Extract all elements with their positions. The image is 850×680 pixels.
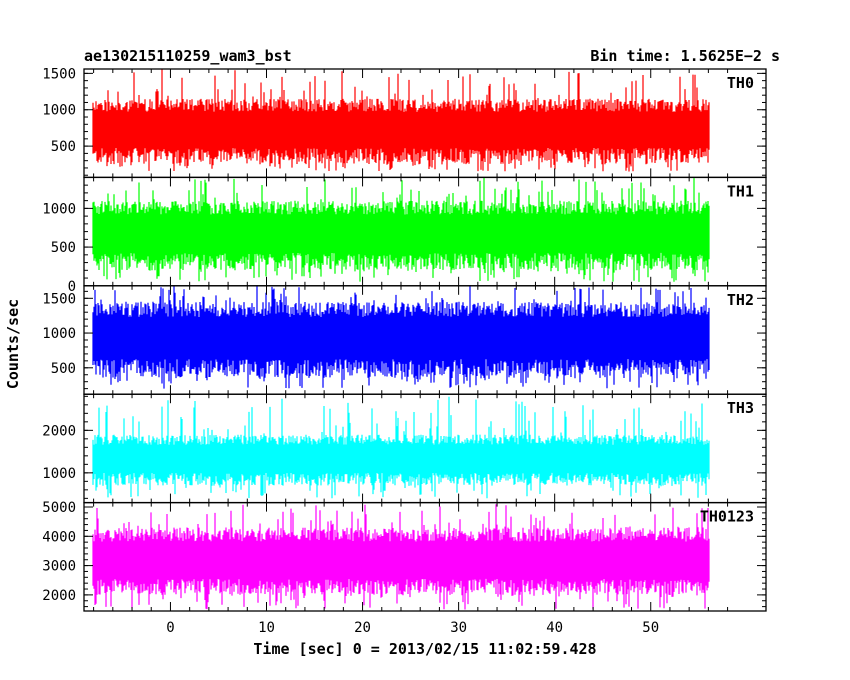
y-tick-label: 1500 xyxy=(42,291,76,307)
x-tick-label: 30 xyxy=(450,620,467,636)
series-th0123 xyxy=(93,504,709,609)
panels-group: 500 1000 1500 TH0 0 500 1000 TH1 500 1000 1500 TH2 1… xyxy=(42,66,766,636)
y-tick-label: 2000 xyxy=(42,588,76,604)
panel-name-label: TH0123 xyxy=(700,508,754,526)
y-tick-label: 1000 xyxy=(42,201,76,217)
series-th0 xyxy=(93,69,709,171)
panel-name-label: TH3 xyxy=(727,399,754,417)
panel-th0123: 2000 3000 4000 5000 TH0123 xyxy=(42,500,766,611)
series-th2 xyxy=(93,286,709,388)
x-tick-label: 40 xyxy=(546,620,563,636)
x-tick-label: 20 xyxy=(354,620,371,636)
panel-name-label: TH1 xyxy=(727,182,754,200)
panel-th3: 1000 2000 TH3 xyxy=(42,394,766,502)
panel-th1: 05001000TH1 xyxy=(42,177,766,294)
y-tick-label: 5000 xyxy=(42,500,76,516)
y-tick-label: 4000 xyxy=(42,529,76,545)
y-tick-label: 500 xyxy=(51,361,76,377)
x-tick-label: 50 xyxy=(642,620,659,636)
x-tick-label: 10 xyxy=(258,620,275,636)
panel-name-label: TH0 xyxy=(727,74,754,92)
y-axis-label: Counts/sec xyxy=(4,299,22,389)
series-th3 xyxy=(93,397,709,498)
chart-title-left: ae130215110259_wam3_bst xyxy=(84,47,292,65)
y-tick-label: 1000 xyxy=(42,326,76,342)
panel-name-label: TH2 xyxy=(727,291,754,309)
series-th1 xyxy=(93,178,709,282)
y-tick-label: 500 xyxy=(51,139,76,155)
y-tick-label: 500 xyxy=(51,240,76,256)
panel-th2: 500 1000 1500 TH2 xyxy=(42,286,766,394)
y-tick-label: 1500 xyxy=(42,66,76,82)
x-axis-label: Time [sec] 0 = 2013/02/15 11:02:59.428 xyxy=(253,640,596,658)
y-tick-label: 2000 xyxy=(42,423,76,439)
x-tick-label: 0 xyxy=(166,620,174,636)
y-tick-label: 3000 xyxy=(42,559,76,575)
y-tick-label: 1000 xyxy=(42,103,76,119)
chart-title-right: Bin time: 1.5625E−2 s xyxy=(590,47,780,65)
y-tick-label: 1000 xyxy=(42,466,76,482)
panel-th0: 500 1000 1500 TH0 xyxy=(42,66,766,177)
